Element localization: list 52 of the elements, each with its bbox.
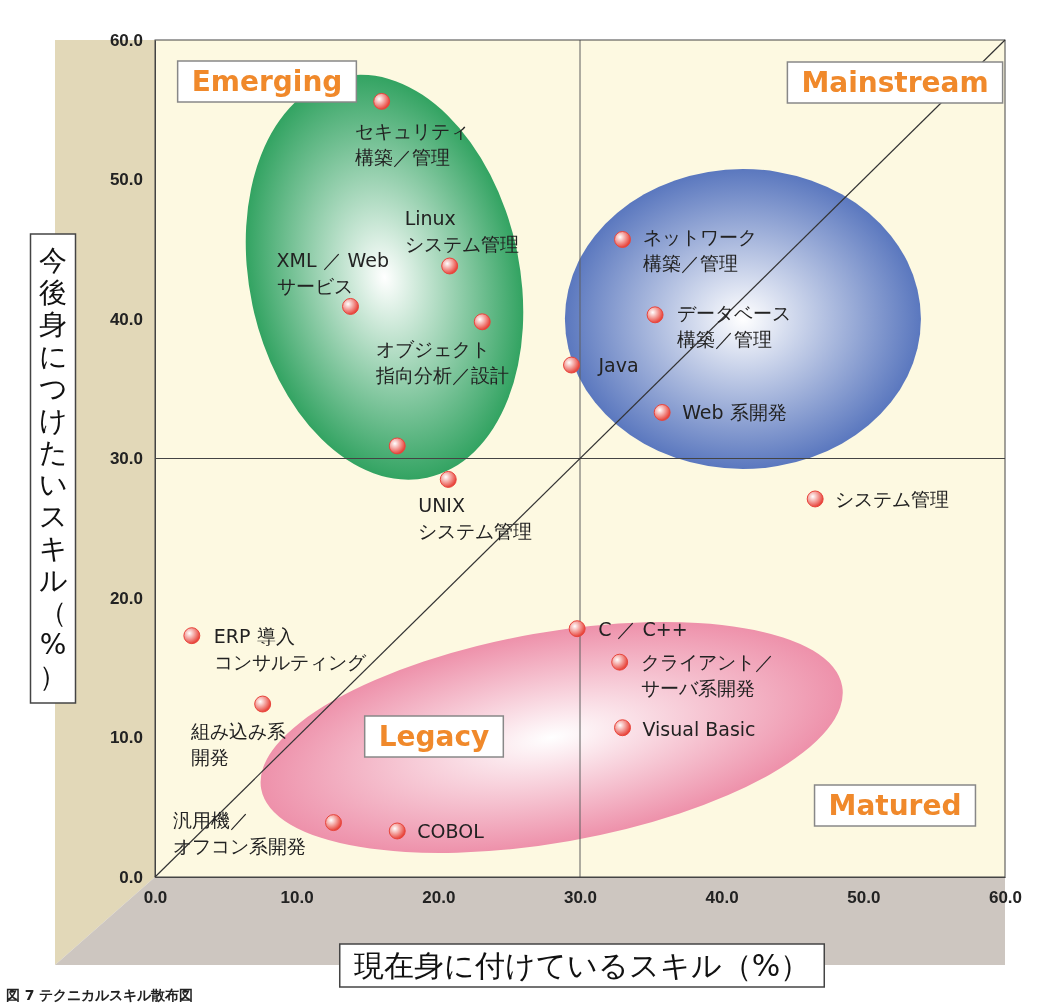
y-tick-label: 10.0	[109, 728, 143, 748]
point	[388, 437, 406, 455]
y-tick-label: 50.0	[109, 170, 143, 190]
annotation: XML ／ Web サービス	[276, 249, 389, 298]
point	[441, 257, 459, 275]
text: 図 7 テクニカルスキル散布図	[6, 987, 194, 1003]
annotation: ERP 導入コンサルティング	[213, 624, 367, 673]
point	[806, 490, 824, 508]
x-axis-title: 現在身に付けているスキル（%）	[353, 948, 811, 983]
point	[254, 695, 272, 713]
annotation: Java	[597, 354, 639, 377]
point	[653, 404, 671, 421]
point	[568, 620, 586, 638]
x-tick-label: 20.0	[422, 888, 456, 908]
x-tick-label: 0.0	[143, 888, 168, 908]
y-tick-label: 30.0	[109, 449, 143, 469]
annotation: C ／ C++	[598, 617, 688, 640]
point	[439, 470, 457, 488]
x-tick-label: 10.0	[280, 888, 314, 908]
y-tick-label: 40.0	[109, 309, 143, 329]
point	[183, 627, 201, 645]
point	[646, 306, 664, 324]
point	[373, 92, 391, 110]
annotation: システム管理	[835, 487, 950, 510]
annotation: Legacy	[378, 720, 490, 753]
annotation: Mainstream	[801, 66, 989, 99]
point	[325, 814, 342, 832]
annotation: Emerging	[191, 65, 343, 98]
y-tick-label: 60.0	[109, 30, 143, 50]
point	[611, 653, 629, 671]
text: 今後身につけたいスキル（%）	[38, 244, 68, 693]
y-tick-label: 0.0	[119, 867, 143, 887]
annotation: セキュリティ構築／管理	[354, 120, 469, 169]
annotation: Visual Basic	[642, 717, 756, 740]
annotation: Web 系開発	[682, 401, 787, 424]
annotation: オブジェクト指向分析／設計	[375, 337, 510, 386]
point	[614, 231, 631, 248]
y-tick-label: 20.0	[109, 588, 143, 608]
x-tick-label: 50.0	[847, 888, 881, 908]
x-tick-label: 30.0	[563, 888, 598, 908]
point	[614, 719, 631, 737]
point	[388, 822, 406, 840]
annotation: Matured	[828, 789, 962, 822]
annotation: COBOL	[417, 819, 485, 842]
x-tick-label: 40.0	[705, 888, 739, 908]
annotation: ネットワーク構築／管理	[642, 226, 757, 275]
annotation: クライアント／サーバ系開発	[640, 651, 774, 700]
x-tick-label: 60.0	[988, 888, 1023, 908]
point	[342, 297, 359, 315]
point	[563, 356, 580, 374]
point	[473, 313, 491, 331]
annotation: 組み込み系開発	[189, 720, 286, 769]
